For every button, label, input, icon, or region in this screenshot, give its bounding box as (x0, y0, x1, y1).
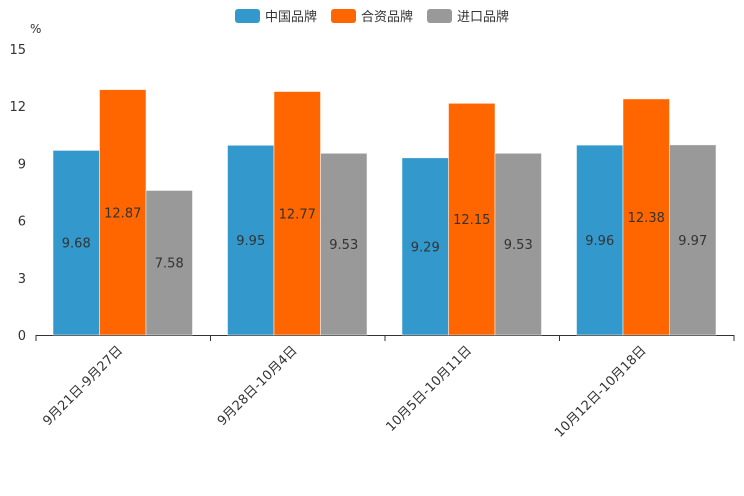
bar[interactable] (576, 144, 624, 336)
bar-value-label: 12.38 (628, 211, 665, 226)
legend-swatch-import-brand (427, 8, 452, 23)
bar[interactable] (669, 144, 717, 336)
chart-legend: 中国品牌 合资品牌 进口品牌 (0, 6, 744, 25)
x-tick-label: 10月12日-10月18日 (552, 343, 649, 440)
bar-value-label: 9.97 (678, 234, 707, 249)
legend-item-import-brand[interactable]: 进口品牌 (427, 6, 509, 25)
bar-value-label: 9.29 (411, 240, 440, 255)
x-tick-label: 9月28日-10月4日 (215, 343, 301, 429)
bar-value-label: 12.87 (104, 206, 141, 221)
bar-value-label: 9.68 (62, 237, 91, 252)
y-tick-label: 15 (9, 43, 26, 58)
bar[interactable] (227, 145, 275, 336)
y-tick-label: 3 (18, 272, 26, 287)
bar-value-label: 9.95 (236, 234, 265, 249)
bar[interactable] (494, 153, 542, 336)
legend-item-china-brand[interactable]: 中国品牌 (234, 6, 317, 25)
x-tick-label: 9月21日-9月27日 (40, 343, 126, 429)
y-tick-label: 12 (9, 100, 26, 115)
bar[interactable] (99, 89, 147, 336)
bar[interactable] (401, 157, 449, 336)
bar[interactable] (320, 153, 368, 336)
y-tick-label: 9 (18, 157, 26, 172)
legend-swatch-china-brand (234, 8, 260, 23)
legend-label-china-brand: 中国品牌 (264, 10, 317, 25)
x-tick-label: 10月5日-10月11日 (383, 343, 475, 435)
legend-label-import-brand: 进口品牌 (457, 10, 510, 25)
y-tick-label: 6 (18, 215, 26, 230)
legend-swatch-jv-brand (330, 8, 356, 23)
bar[interactable] (273, 91, 321, 336)
bar[interactable] (622, 98, 670, 336)
bar[interactable] (145, 190, 193, 336)
bar[interactable] (52, 150, 100, 336)
bar-value-label: 9.96 (585, 234, 614, 249)
y-axis-unit: % (30, 22, 42, 36)
bar-value-label: 9.53 (329, 238, 358, 253)
bar-value-label: 7.58 (155, 257, 184, 272)
legend-item-jv-brand[interactable]: 合资品牌 (330, 6, 413, 25)
bar-value-label: 12.15 (453, 213, 490, 228)
bar[interactable] (448, 103, 496, 336)
y-tick-label: 0 (18, 329, 26, 344)
bar-value-label: 12.77 (279, 207, 316, 222)
bar-value-label: 9.53 (504, 238, 533, 253)
legend-label-jv-brand: 合资品牌 (360, 10, 413, 25)
